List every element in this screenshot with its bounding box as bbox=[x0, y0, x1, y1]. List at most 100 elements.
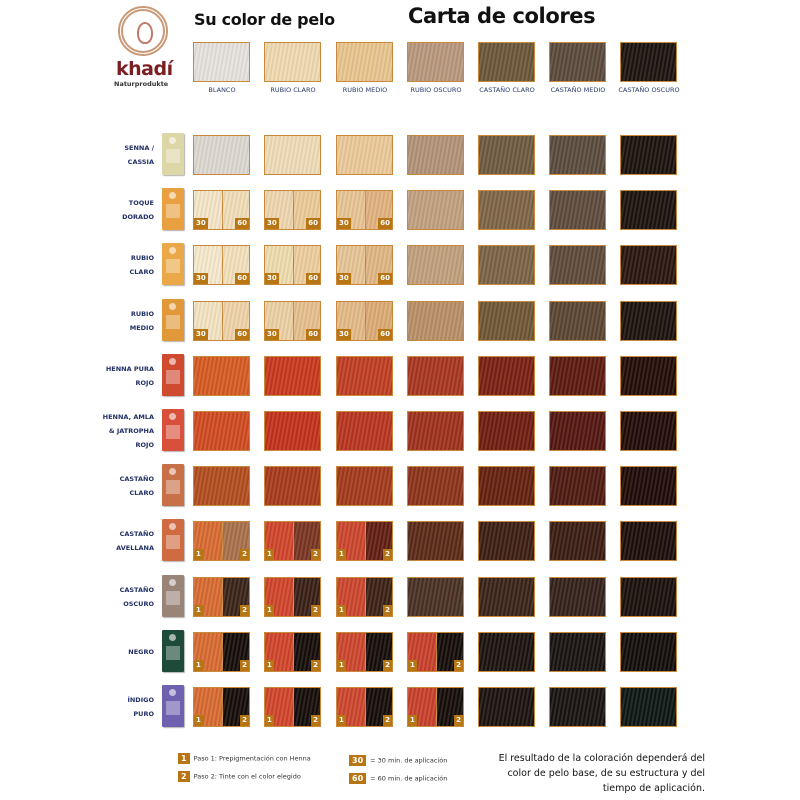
base-color-label: RUBIO MEDIO bbox=[342, 86, 388, 94]
marker-badge: 1 bbox=[194, 715, 203, 726]
hair-texture bbox=[550, 577, 605, 616]
note-line: color de pelo base, de su estructura y d… bbox=[507, 768, 705, 779]
product-box-icon bbox=[162, 298, 184, 341]
result-swatch bbox=[549, 190, 606, 231]
step-badge: 2 bbox=[178, 771, 190, 782]
hair-texture bbox=[265, 412, 320, 450]
hair-texture bbox=[265, 356, 320, 395]
note-line: El resultado de la coloración dependerá … bbox=[498, 753, 705, 764]
row-label-line: TOQUE bbox=[128, 199, 154, 208]
base-color-swatch bbox=[478, 42, 535, 82]
marker-badge: 2 bbox=[311, 604, 320, 616]
result-swatch: 30 60 bbox=[264, 300, 321, 341]
result-swatch bbox=[407, 190, 464, 231]
row-label-line: CASTAÑO bbox=[119, 530, 154, 539]
result-swatch bbox=[407, 135, 464, 175]
marker-badge: 60 bbox=[306, 273, 320, 285]
result-swatch bbox=[478, 576, 535, 617]
hair-texture bbox=[550, 632, 605, 671]
hair-texture bbox=[408, 412, 463, 450]
hair-texture bbox=[194, 577, 249, 616]
result-swatch bbox=[549, 466, 606, 507]
marker-badge: 30 bbox=[337, 218, 351, 230]
product-box-icon bbox=[162, 188, 184, 231]
hair-texture bbox=[337, 467, 392, 506]
product-box-icon bbox=[162, 353, 184, 396]
hair-texture bbox=[479, 356, 534, 395]
hair-texture bbox=[265, 522, 320, 561]
hair-texture bbox=[621, 467, 676, 506]
marker-badge: 60 bbox=[378, 328, 392, 340]
marker-badge: 1 bbox=[337, 549, 346, 561]
hair-texture bbox=[265, 467, 320, 506]
base-color-label: BLANCO bbox=[208, 86, 236, 94]
step-badge: 1 bbox=[178, 753, 190, 764]
row-label-line: MEDIO bbox=[129, 323, 154, 332]
legend-30min: 30 = 30 min. de aplicación bbox=[349, 755, 447, 766]
row-label: ÍNDIGO PURO bbox=[94, 693, 154, 721]
hair-texture bbox=[479, 467, 534, 506]
result-swatch bbox=[549, 576, 606, 617]
result-swatch bbox=[264, 355, 321, 396]
result-swatch bbox=[336, 355, 393, 396]
hair-texture bbox=[550, 246, 605, 285]
marker-badge: 2 bbox=[240, 715, 249, 726]
hair-texture bbox=[479, 43, 534, 81]
legend-text: = 30 min. de aplicación bbox=[370, 756, 448, 765]
row-label-line: SENNA / bbox=[124, 144, 154, 152]
brand-subtitle: Naturprodukte bbox=[114, 80, 169, 88]
hair-texture bbox=[550, 688, 605, 726]
row-label: NEGRO bbox=[94, 645, 154, 659]
hair-texture bbox=[550, 356, 605, 395]
hair-texture bbox=[621, 246, 676, 285]
marker-badge: 30 bbox=[265, 218, 279, 230]
marker-badge: 2 bbox=[383, 659, 392, 671]
marker-badge: 1 bbox=[408, 715, 417, 726]
hair-texture bbox=[621, 356, 676, 395]
base-color-label: CASTAÑO CLARO bbox=[479, 86, 535, 94]
hair-texture bbox=[621, 522, 676, 561]
result-swatch bbox=[620, 576, 677, 617]
marker-badge: 30 bbox=[265, 273, 279, 285]
page-title: Carta de colores bbox=[408, 4, 596, 28]
hair-texture bbox=[621, 688, 676, 726]
marker-badge: 30 bbox=[194, 218, 208, 230]
result-swatch bbox=[549, 631, 606, 672]
legend-60min: 60 = 60 min. de aplicación bbox=[349, 773, 447, 784]
hair-texture bbox=[550, 301, 605, 340]
hair-texture bbox=[194, 688, 249, 726]
marker-badge: 1 bbox=[265, 715, 274, 726]
row-label-line: CLARO bbox=[129, 489, 154, 498]
hair-texture bbox=[550, 136, 605, 174]
hair-texture bbox=[337, 43, 392, 81]
hair-texture bbox=[621, 412, 676, 450]
marker-badge: 30 bbox=[194, 273, 208, 285]
hair-texture bbox=[621, 136, 676, 174]
result-swatch bbox=[620, 466, 677, 507]
result-swatch bbox=[478, 300, 535, 341]
hair-texture bbox=[550, 43, 605, 81]
row-label-line: ROJO bbox=[135, 378, 154, 387]
row-label-line: DORADO bbox=[122, 213, 154, 222]
row-label-line: ROJO bbox=[135, 441, 154, 449]
result-swatch bbox=[478, 190, 535, 231]
result-swatch bbox=[407, 355, 464, 396]
step-b-color bbox=[221, 577, 249, 616]
legend-step2: 2 Paso 2: Tinte con el color elegido bbox=[178, 771, 301, 782]
marker-badge: 2 bbox=[454, 659, 463, 671]
hair-texture bbox=[621, 191, 676, 230]
row-label-line: CLARO bbox=[129, 268, 154, 277]
hair-texture bbox=[194, 632, 249, 671]
marker-badge: 1 bbox=[194, 604, 203, 616]
hair-texture bbox=[550, 522, 605, 561]
marker-badge: 60 bbox=[306, 218, 320, 230]
hair-texture bbox=[479, 191, 534, 230]
row-label-line: CASSIA bbox=[127, 158, 154, 166]
row-label: SENNA / CASSIA bbox=[94, 141, 154, 169]
marker-badge: 1 bbox=[194, 549, 203, 561]
result-swatch bbox=[620, 135, 677, 175]
